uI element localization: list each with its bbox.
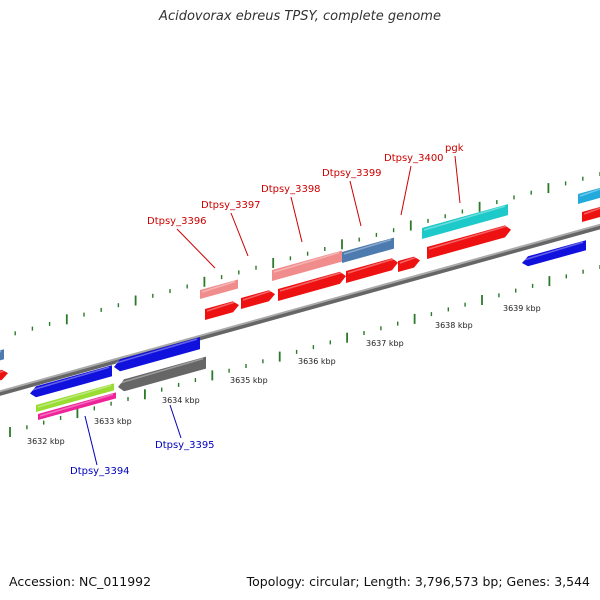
gene-label-dtpsy-3397[interactable]: Dtpsy_3397 xyxy=(201,200,261,211)
upper-tick-track xyxy=(14,172,600,336)
gene-reverse-block-right[interactable] xyxy=(522,240,586,267)
gene-dtpsy-3396-faded[interactable] xyxy=(200,279,238,300)
gene-dtpsy-3397-block[interactable] xyxy=(241,290,275,309)
kbp-label-3638: 3638 kbp xyxy=(435,321,473,330)
feature-edge-cyan[interactable] xyxy=(578,187,600,204)
kbp-label-3637: 3637 kbp xyxy=(366,339,404,348)
gene-dtpsy-3400-block[interactable] xyxy=(398,256,420,272)
gene-pgk-feature[interactable] xyxy=(422,204,508,239)
gene-labels-bottom: Dtpsy_3394 Dtpsy_3395 xyxy=(70,440,215,477)
gene-dtpsy-3399-block[interactable] xyxy=(346,258,398,283)
gene-highlight xyxy=(242,289,273,301)
gene-highlight xyxy=(115,338,198,364)
kbp-label-3634: 3634 kbp xyxy=(162,396,200,405)
gene-highlight xyxy=(279,271,344,292)
accession-text: Accession: NC_011992 xyxy=(9,574,152,589)
gene-dtpsy-3398-faded[interactable] xyxy=(272,250,342,281)
gene-pgk-block[interactable] xyxy=(427,225,511,259)
gene-label-dtpsy-3395[interactable]: Dtpsy_3395 xyxy=(155,440,215,451)
gene-dtpsy-3396-block[interactable] xyxy=(205,301,239,320)
genome-stats-text: Topology: circular; Length: 3,796,573 bp… xyxy=(246,574,590,589)
gene-highlight xyxy=(579,188,600,197)
kbp-label-3639: 3639 kbp xyxy=(503,304,541,313)
gene-highlight xyxy=(206,300,237,312)
gene-highlight xyxy=(523,241,584,261)
feature-edge-left-blue[interactable] xyxy=(0,349,4,362)
gene-highlight xyxy=(119,357,204,384)
feature-edge-left-red[interactable] xyxy=(0,369,8,382)
gene-highlight xyxy=(423,205,506,231)
gene-dtpsy-3395-block[interactable] xyxy=(114,337,200,372)
gene-label-dtpsy-3398[interactable]: Dtpsy_3398 xyxy=(261,184,321,195)
gene-dtpsy-3399-faded[interactable] xyxy=(342,237,394,263)
gene-highlight xyxy=(343,238,392,255)
kbp-label-3633: 3633 kbp xyxy=(94,417,132,426)
feature-lime-block[interactable] xyxy=(36,383,114,412)
gene-dtpsy-3398-block[interactable] xyxy=(278,271,346,301)
gene-highlight xyxy=(37,384,112,408)
gene-highlight xyxy=(347,257,396,274)
gene-features xyxy=(0,187,600,420)
gene-label-dtpsy-3400[interactable]: Dtpsy_3400 xyxy=(384,153,444,164)
kbp-label-3635: 3635 kbp xyxy=(230,376,268,385)
genome-backbone xyxy=(0,223,600,396)
gene-label-dtpsy-3399[interactable]: Dtpsy_3399 xyxy=(322,168,382,179)
gene-highlight xyxy=(399,256,418,264)
feature-magenta-block[interactable] xyxy=(38,392,116,420)
gene-highlight xyxy=(273,251,340,273)
gene-highlight xyxy=(0,350,2,353)
map-title: Acidovorax ebreus TPSY, complete genome xyxy=(159,9,441,24)
gene-highlight xyxy=(0,369,6,374)
gene-highlight xyxy=(31,366,110,391)
gene-dtpsy-3394-block[interactable] xyxy=(30,365,112,398)
gene-highlight xyxy=(201,280,236,293)
gene-highlight xyxy=(583,207,600,215)
kbp-label-3632: 3632 kbp xyxy=(27,437,65,446)
lower-tick-track xyxy=(9,265,600,437)
callout-lines xyxy=(84,155,461,466)
kbp-scale-labels: 3632 kbp 3633 kbp 3634 kbp 3635 kbp 3636… xyxy=(27,304,541,446)
gene-gray-block[interactable] xyxy=(118,356,206,392)
kbp-label-3636: 3636 kbp xyxy=(298,357,336,366)
gene-highlight xyxy=(428,224,509,250)
gene-highlight xyxy=(39,393,114,417)
gene-label-dtpsy-3396[interactable]: Dtpsy_3396 xyxy=(147,216,207,227)
gene-label-dtpsy-3394[interactable]: Dtpsy_3394 xyxy=(70,466,130,477)
feature-edge-red[interactable] xyxy=(582,206,600,222)
gene-label-pgk[interactable]: pgk xyxy=(445,143,464,154)
gene-labels-top: Dtpsy_3396 Dtpsy_3397 Dtpsy_3398 Dtpsy_3… xyxy=(147,143,464,227)
